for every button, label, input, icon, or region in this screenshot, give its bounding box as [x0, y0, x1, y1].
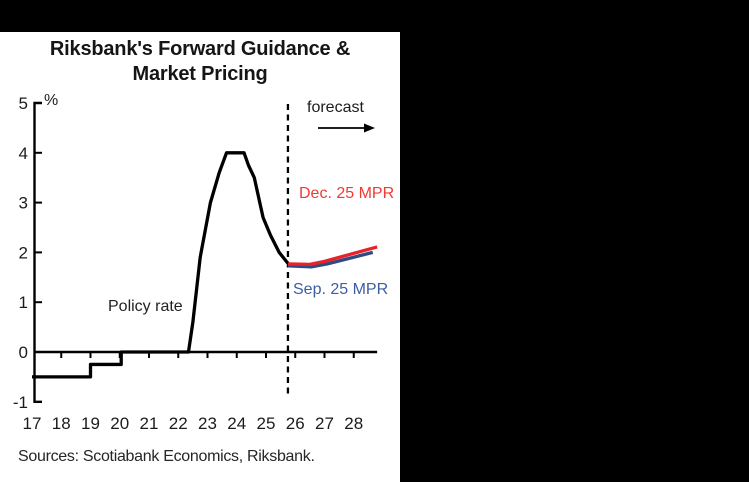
x-tick-label: 19: [81, 414, 100, 433]
sep-mpr-label: Sep. 25 MPR: [293, 281, 389, 298]
chart-title-line2: Market Pricing: [132, 63, 268, 85]
x-tick-label: 28: [344, 414, 363, 433]
x-tick-label: 18: [52, 414, 71, 433]
series-line-dec-25-mpr: [287, 245, 378, 267]
y-tick-label: -1: [13, 393, 28, 412]
x-tick-label: 20: [110, 414, 129, 433]
y-tick-label: 5: [19, 94, 28, 113]
x-tick-label: 17: [23, 414, 42, 433]
x-tick-label: 25: [257, 414, 276, 433]
forecast-arrow-head: [364, 123, 375, 133]
chart-title: Riksbank's Forward Guidance & Market Pri…: [0, 37, 400, 87]
series-line-sep-25-mpr: [287, 250, 374, 269]
y-tick-label: 1: [19, 293, 28, 312]
x-tick-label: 22: [169, 414, 188, 433]
policy-rate-label: Policy rate: [108, 298, 183, 315]
x-tick-label: 21: [140, 414, 159, 433]
x-tick-label: 27: [315, 414, 334, 433]
dec-mpr-label: Dec. 25 MPR: [299, 185, 395, 202]
y-tick-label: 3: [19, 194, 28, 213]
x-tick-label: 26: [286, 414, 305, 433]
y-tick-label: 0: [19, 343, 28, 362]
chart-title-line1: Riksbank's Forward Guidance &: [49, 38, 351, 60]
series-line-policy-rate: [32, 151, 290, 379]
y-axis-unit-label: %: [44, 92, 59, 109]
y-tick-label: 2: [19, 243, 28, 262]
x-tick-label: 24: [227, 414, 246, 433]
sources-caption: Sources: Scotiabank Economics, Riksbank.: [18, 448, 315, 465]
forecast-label: forecast: [307, 99, 364, 116]
x-tick-label: 23: [198, 414, 217, 433]
y-tick-label: 4: [19, 144, 28, 163]
